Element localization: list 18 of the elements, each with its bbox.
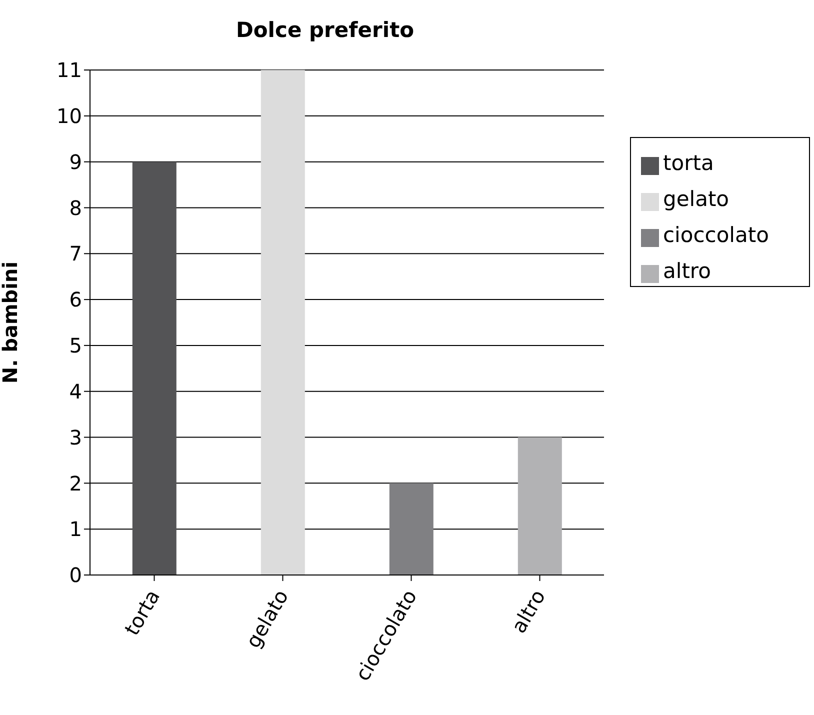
chart-title: Dolce preferito <box>234 18 416 42</box>
y-tick-label: 10 <box>56 104 82 128</box>
y-axis-title: N. bambini <box>0 261 22 384</box>
y-tick-label: 11 <box>56 58 82 82</box>
legend-label: gelato <box>663 187 730 211</box>
y-tick-label: 1 <box>69 517 82 542</box>
y-tick-label: 5 <box>69 334 82 358</box>
y-tick-label: 8 <box>69 196 82 220</box>
y-tick-label: 9 <box>69 150 82 174</box>
y-tick-label: 2 <box>69 471 82 496</box>
y-tick-label: 4 <box>69 379 82 404</box>
legend-label: torta <box>663 151 714 175</box>
y-tick-label: 7 <box>69 242 82 266</box>
legend-label: cioccolato <box>663 223 769 247</box>
legend-label: altro <box>663 259 711 283</box>
y-tick-label: 6 <box>69 288 82 312</box>
y-tick-label: 3 <box>69 425 82 450</box>
y-tick-label: 0 <box>69 563 82 588</box>
